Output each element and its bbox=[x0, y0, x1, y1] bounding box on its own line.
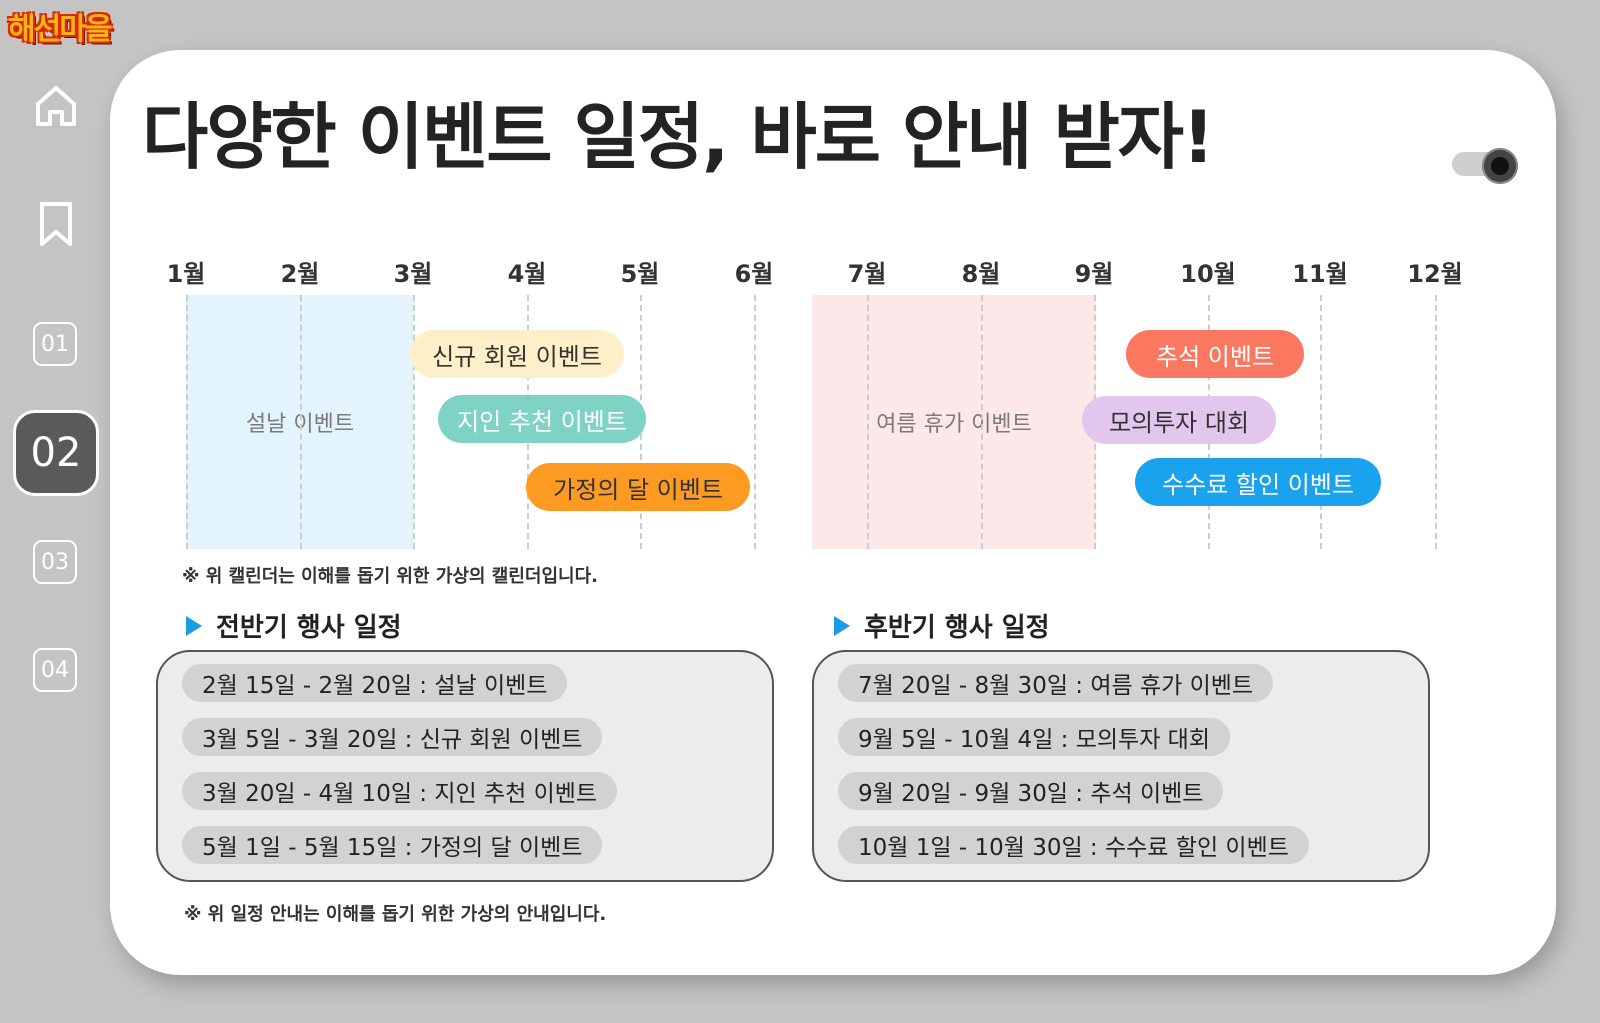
month-gridline bbox=[754, 295, 756, 549]
event-pill-fee-discount[interactable]: 수수료 할인 이벤트 bbox=[1135, 458, 1381, 506]
event-pill-mock-invest[interactable]: 모의투자 대회 bbox=[1082, 396, 1276, 444]
event-pill-referral[interactable]: 지인 추천 이벤트 bbox=[438, 395, 646, 443]
month-gridline bbox=[1320, 295, 1322, 549]
month-label: 6월 bbox=[734, 260, 774, 288]
month-label: 10월 bbox=[1180, 260, 1236, 288]
triangle-bullet-icon bbox=[834, 615, 850, 636]
month-label: 3월 bbox=[393, 260, 433, 288]
sidebar-item-02[interactable]: 02 bbox=[13, 410, 99, 496]
bookmark-icon[interactable] bbox=[30, 198, 82, 250]
schedule-row: 7월 20일 - 8월 30일 : 여름 휴가 이벤트 bbox=[838, 664, 1274, 702]
month-gridline bbox=[867, 295, 869, 549]
month-gridline bbox=[1435, 295, 1437, 549]
first-half-section-title: 전반기 행사 일정 bbox=[186, 607, 402, 644]
month-gridline bbox=[186, 295, 188, 549]
toggle-knob bbox=[1482, 148, 1518, 184]
month-gridline bbox=[413, 295, 415, 549]
month-label: 5월 bbox=[620, 260, 660, 288]
section-title-text: 전반기 행사 일정 bbox=[216, 613, 402, 643]
sidebar-item-04[interactable]: 04 bbox=[33, 648, 77, 692]
range-block-summer: 여름 휴가 이벤트 bbox=[812, 295, 1096, 549]
month-label: 8월 bbox=[961, 260, 1001, 288]
month-label: 11월 bbox=[1292, 260, 1348, 288]
section-title-text: 후반기 행사 일정 bbox=[864, 613, 1050, 643]
second-half-schedule-box: 7월 20일 - 8월 30일 : 여름 휴가 이벤트 9월 5일 - 10월 … bbox=[812, 650, 1430, 882]
second-half-section-title: 후반기 행사 일정 bbox=[834, 607, 1050, 644]
calendar-note: ※ 위 캘린더는 이해를 돕기 위한 가상의 캘린더입니다. bbox=[182, 566, 598, 587]
schedule-row: 2월 15일 - 2월 20일 : 설날 이벤트 bbox=[182, 664, 568, 702]
event-pill-chuseok[interactable]: 추석 이벤트 bbox=[1126, 330, 1304, 378]
month-label: 9월 bbox=[1074, 260, 1114, 288]
schedule-row: 3월 5일 - 3월 20일 : 신규 회원 이벤트 bbox=[182, 718, 603, 756]
sidebar-item-01[interactable]: 01 bbox=[33, 322, 77, 366]
page-title: 다양한 이벤트 일정, 바로 안내 받자! bbox=[142, 95, 1215, 179]
schedule-note: ※ 위 일정 안내는 이해를 돕기 위한 가상의 안내입니다. bbox=[184, 904, 607, 925]
month-gridline bbox=[300, 295, 302, 549]
brand-logo: 해선마을 bbox=[8, 12, 112, 47]
event-pill-new-member[interactable]: 신규 회원 이벤트 bbox=[410, 330, 624, 378]
month-gridline bbox=[981, 295, 983, 549]
schedule-row: 3월 20일 - 4월 10일 : 지인 추천 이벤트 bbox=[182, 772, 618, 810]
schedule-row: 5월 1일 - 5월 15일 : 가정의 달 이벤트 bbox=[182, 826, 603, 864]
toggle-switch[interactable] bbox=[1452, 148, 1518, 184]
month-label: 12월 bbox=[1407, 260, 1463, 288]
month-label: 2월 bbox=[280, 260, 320, 288]
schedule-row: 9월 20일 - 9월 30일 : 추석 이벤트 bbox=[838, 772, 1224, 810]
event-pill-family-month[interactable]: 가정의 달 이벤트 bbox=[526, 463, 750, 511]
sidebar-nav: 01 02 03 04 bbox=[0, 60, 110, 960]
month-label: 4월 bbox=[507, 260, 547, 288]
home-icon[interactable] bbox=[30, 80, 82, 132]
month-label: 7월 bbox=[847, 260, 887, 288]
schedule-row: 10월 1일 - 10월 30일 : 수수료 할인 이벤트 bbox=[838, 826, 1309, 864]
month-label: 1월 bbox=[166, 260, 206, 288]
triangle-bullet-icon bbox=[186, 615, 202, 636]
schedule-row: 9월 5일 - 10월 4일 : 모의투자 대회 bbox=[838, 718, 1230, 756]
sidebar-item-03[interactable]: 03 bbox=[33, 540, 77, 584]
first-half-schedule-box: 2월 15일 - 2월 20일 : 설날 이벤트 3월 5일 - 3월 20일 … bbox=[156, 650, 774, 882]
